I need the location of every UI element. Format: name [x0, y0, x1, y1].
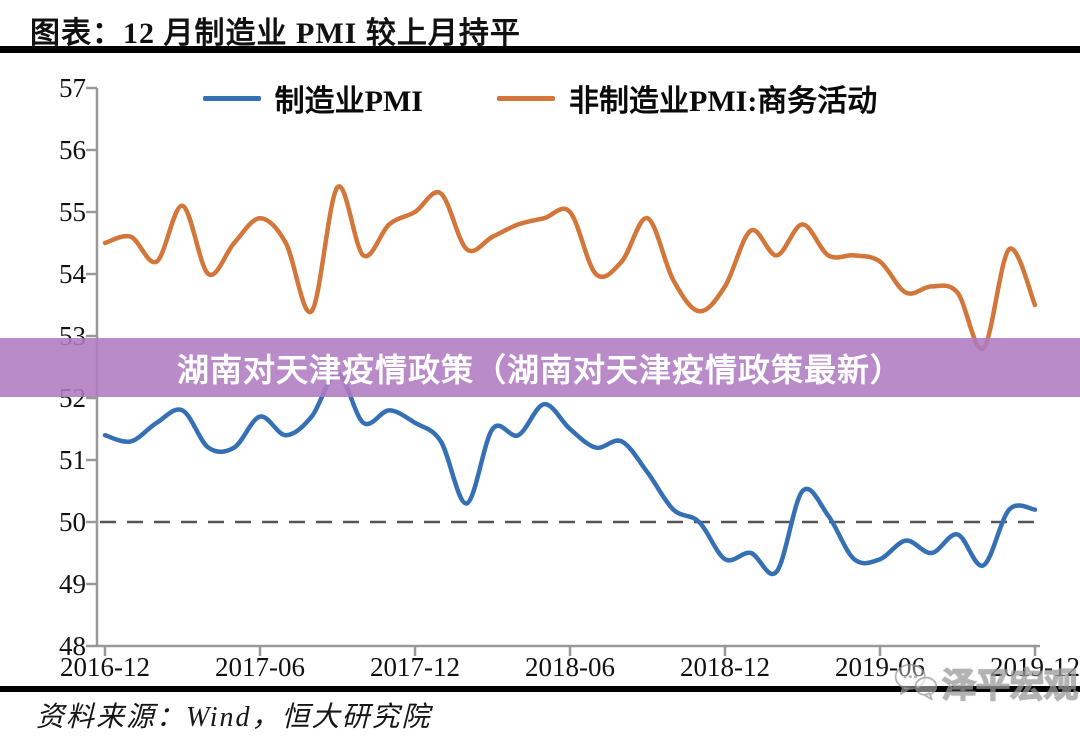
y-tick-label: 48 [59, 631, 86, 661]
x-tick-label: 2017-06 [215, 652, 305, 682]
x-tick-label: 2018-12 [680, 652, 770, 682]
manufacturing-line-swatch [202, 95, 261, 101]
x-tick-label: 2017-12 [370, 652, 460, 682]
legend-item-manufacturing: 制造业PMI [202, 76, 423, 120]
overlay-banner: 湖南对天津疫情政策（湖南对天津疫情政策最新） [0, 338, 1080, 397]
legend-label-manufacturing: 制造业PMI [274, 85, 423, 118]
title-divider [0, 46, 1080, 53]
watermark-text: 泽平宏观 [941, 666, 1079, 706]
chat-bubbles-icon [894, 663, 938, 701]
x-tick-label: 2016-12 [60, 652, 150, 682]
nonmanufacturing-line-swatch [497, 95, 555, 101]
source-note: 资料来源：Wind，恒大研究院 [36, 702, 432, 733]
y-tick-label: 56 [59, 135, 86, 165]
x-tick-label: 2018-06 [525, 652, 615, 682]
y-tick-label: 49 [59, 569, 86, 599]
chart-legend: 制造业PMI 非制造业PMI:商务活动 [0, 76, 1080, 120]
legend-label-nonmanufacturing: 非制造业PMI:商务活动 [569, 85, 878, 118]
page-title: 图表：12 月制造业 PMI 较上月持平 [30, 17, 521, 50]
y-tick-label: 55 [59, 197, 86, 227]
legend-item-nonmanufacturing: 非制造业PMI:商务活动 [497, 76, 877, 120]
y-tick-label: 57 [59, 73, 86, 103]
footer-divider [0, 686, 1080, 692]
watermark: 泽平宏观 [893, 652, 1079, 712]
y-tick-label: 51 [59, 445, 86, 475]
x-tick-label: 2019-12 [990, 652, 1080, 682]
overlay-banner-text: 湖南对天津疫情政策（湖南对天津疫情政策最新） [176, 351, 903, 388]
y-tick-label: 54 [59, 259, 86, 289]
y-tick-label: 50 [59, 507, 86, 537]
